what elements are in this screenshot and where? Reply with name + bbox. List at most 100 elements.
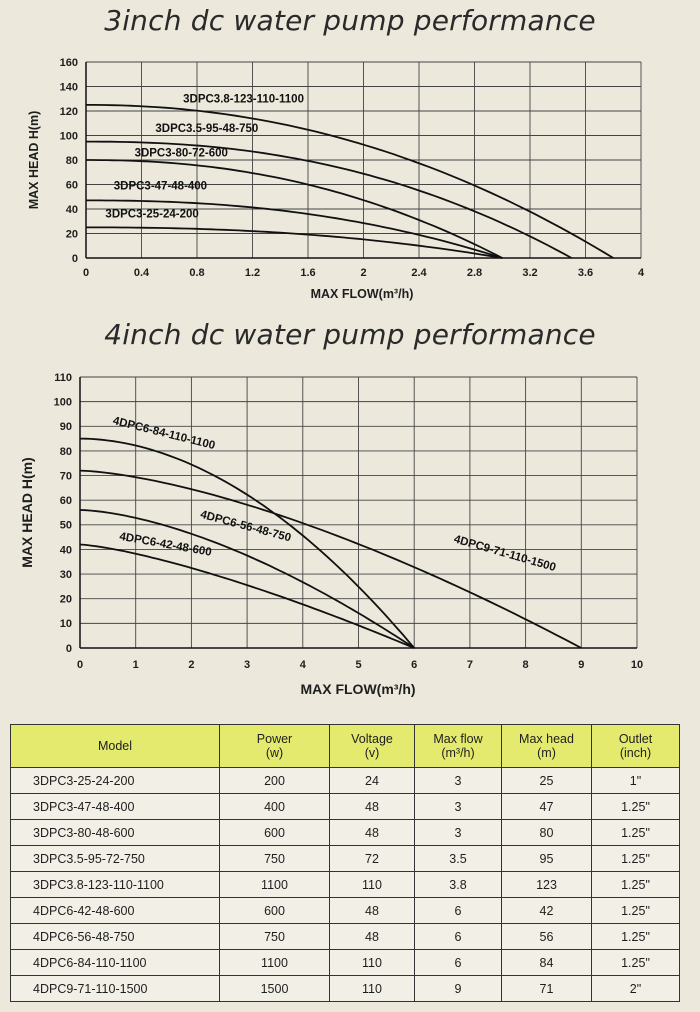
y-tick-label: 110 [54, 372, 72, 384]
table-cell: 1.25" [591, 897, 680, 924]
y-tick-label: 140 [60, 81, 78, 93]
y-tick-label: 120 [60, 106, 78, 118]
column-header: Max head (m) [501, 724, 592, 768]
x-tick-label: 2 [188, 659, 194, 671]
x-tick-label: 1.6 [300, 267, 315, 279]
table-row: 4DPC6-42-48-600 600 48 6 42 1.25" [10, 897, 680, 924]
model-cell: 4DPC6-84-110-1100 [10, 949, 220, 976]
table-row: 3DPC3.5-95-72-750 750 72 3.5 95 1.25" [10, 845, 680, 872]
table-cell: 1.25" [591, 793, 680, 820]
table-cell: 1.25" [591, 871, 680, 898]
table-cell: 750 [219, 845, 330, 872]
table-cell: 3.5 [414, 845, 502, 872]
x-tick-label: 8 [523, 659, 529, 671]
x-tick-label: 5 [355, 659, 361, 671]
y-tick-label: 0 [72, 253, 78, 265]
model-cell: 3DPC3-47-48-400 [10, 793, 220, 820]
table-cell: 6 [414, 949, 502, 976]
y-tick-label: 160 [60, 57, 78, 69]
x-axis-label: MAX FLOW(m³/h) [300, 681, 415, 697]
x-tick-label: 0 [77, 659, 83, 671]
table-cell: 6 [414, 923, 502, 950]
table-cell: 48 [329, 923, 415, 950]
y-tick-label: 60 [60, 495, 72, 507]
series-label: 3DPC3.8-123-110-1100 [183, 93, 304, 105]
table-cell: 1" [591, 767, 680, 794]
x-tick-label: 10 [631, 659, 643, 671]
series-label: 3DPC3-80-72-600 [135, 147, 228, 159]
table-row: 3DPC3-25-24-200 200 24 3 25 1" [10, 767, 680, 794]
y-tick-label: 20 [60, 594, 72, 606]
series-label: 4DPC6-84-110-1100 [112, 415, 217, 452]
table-cell: 71 [501, 975, 592, 1002]
table-cell: 25 [501, 767, 592, 794]
x-tick-label: 2.8 [467, 267, 482, 279]
series-label: 3DPC3.5-95-48-750 [155, 123, 258, 135]
y-tick-label: 0 [66, 643, 72, 655]
x-tick-label: 7 [467, 659, 473, 671]
x-tick-label: 0 [83, 267, 89, 279]
series-label: 3DPC3-47-48-400 [114, 180, 207, 192]
series-curve [86, 104, 614, 259]
y-tick-label: 40 [66, 204, 78, 216]
chart-3inch: 0 0.4 0.8 1.2 1.6 2 2.4 2.8 3.2 3.6 40204060801001… [27, 57, 645, 301]
table-row: 3DPC3-47-48-400 400 48 3 47 1.25" [10, 793, 680, 820]
y-tick-label: 70 [60, 470, 72, 482]
table-cell: 48 [329, 897, 415, 924]
table-cell: 56 [501, 923, 592, 950]
column-header: Power (w) [219, 724, 330, 768]
series-curve [86, 199, 503, 259]
y-tick-label: 80 [60, 446, 72, 458]
column-header: Model [10, 724, 220, 768]
series-label: 4DPC6-42-48-600 [118, 531, 212, 559]
y-tick-label: 80 [66, 155, 78, 167]
x-tick-label: 0.8 [189, 267, 204, 279]
model-cell: 3DPC3-80-48-600 [10, 819, 220, 846]
table-cell: 1.25" [591, 819, 680, 846]
x-tick-label: 2.4 [411, 267, 427, 279]
table-cell: 750 [219, 923, 330, 950]
chart-4inch: 0 1 2 3 4 5 6 7 8 9 100102030405060708090100110MAX… [19, 372, 643, 697]
table-cell: 1.25" [591, 923, 680, 950]
series-curve [79, 509, 415, 649]
series-curve [86, 140, 573, 259]
x-tick-label: 6 [411, 659, 417, 671]
y-tick-label: 20 [66, 228, 78, 240]
table-row: 3DPC3.8-123-110-1100 1100 110 3.8 123 1.25" [10, 871, 680, 898]
y-tick-label: 40 [60, 544, 72, 556]
table-cell: 3 [414, 793, 502, 820]
x-axis-label: MAX FLOW(m³/h) [311, 287, 414, 301]
table-cell: 3 [414, 819, 502, 846]
table-cell: 6 [414, 897, 502, 924]
x-tick-label: 2 [360, 267, 366, 279]
x-tick-label: 3.6 [578, 267, 593, 279]
series-label: 4DPC9-71-110-1500 [452, 533, 557, 574]
y-tick-label: 30 [60, 569, 72, 581]
series-curve [79, 437, 415, 649]
table-cell: 400 [219, 793, 330, 820]
table-cell: 110 [329, 949, 415, 976]
table-cell: 110 [329, 871, 415, 898]
y-axis-label: MAX HEAD H(m) [27, 111, 41, 210]
x-tick-label: 0.4 [134, 267, 150, 279]
column-header: Outlet (inch) [591, 724, 680, 768]
series-curve [86, 159, 503, 259]
y-tick-label: 10 [60, 618, 72, 630]
series-curve [79, 469, 582, 649]
table-cell: 3.8 [414, 871, 502, 898]
table-cell: 95 [501, 845, 592, 872]
y-tick-label: 50 [60, 520, 72, 532]
chart-title-3inch: 3inch dc water pump performance [104, 4, 596, 37]
table-cell: 72 [329, 845, 415, 872]
model-cell: 3DPC3.5-95-72-750 [10, 845, 220, 872]
x-tick-label: 9 [578, 659, 584, 671]
x-tick-label: 3 [244, 659, 250, 671]
y-tick-label: 100 [54, 396, 72, 408]
table-cell: 1500 [219, 975, 330, 1002]
table-cell: 1.25" [591, 845, 680, 872]
table-cell: 1.25" [591, 949, 680, 976]
table-row: 3DPC3-80-48-600 600 48 3 80 1.25" [10, 819, 680, 846]
table-cell: 80 [501, 819, 592, 846]
column-header: Voltage (v) [329, 724, 415, 768]
y-tick-label: 60 [66, 179, 78, 191]
